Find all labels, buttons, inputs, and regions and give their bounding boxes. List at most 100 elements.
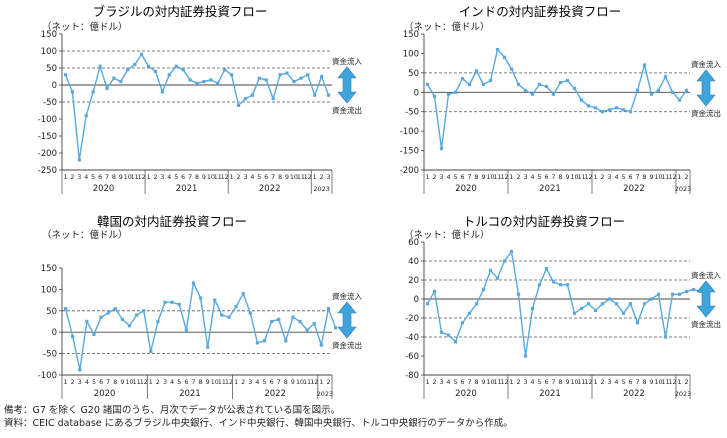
chart1-ylabel: （ネット：億ドル） bbox=[42, 21, 128, 33]
chart1-x-tick-label-19: 8 bbox=[195, 174, 199, 181]
chart1-y-tick-label-7: -200 bbox=[38, 149, 57, 159]
chart1-point-4 bbox=[91, 90, 95, 94]
chart3-x-tick-label-14: 3 bbox=[163, 379, 167, 386]
chart4-point-2 bbox=[439, 330, 444, 334]
chart2-x-tick-label-33: 10 bbox=[654, 174, 662, 181]
chart4-point-17 bbox=[544, 267, 549, 271]
chart1-point-5 bbox=[98, 64, 102, 68]
chart3-inflow-label: 資金流入 bbox=[332, 291, 362, 301]
chart3-x-tick-label-17: 6 bbox=[184, 379, 188, 386]
chart4-point-29 bbox=[628, 302, 633, 306]
chart2-point-15 bbox=[530, 92, 535, 96]
chart4-year-label-2: 2022 bbox=[623, 389, 645, 399]
chart2-point-24 bbox=[593, 106, 598, 110]
chart1-x-tick-label-34: 11 bbox=[297, 174, 305, 181]
chart3-x-tick-label-15: 4 bbox=[170, 379, 174, 386]
chart4-point-4 bbox=[453, 340, 458, 344]
chart3-x-tick-label-37: 2 bbox=[326, 379, 330, 386]
chart2-x-tick-label-24: 1 bbox=[593, 174, 597, 181]
chart3-x-tick-label-19: 8 bbox=[199, 379, 203, 386]
chart3-x-tick-label-16: 5 bbox=[177, 379, 181, 386]
chart4-x-tick-label-7: 8 bbox=[474, 379, 478, 386]
chart3-x-tick-label-5: 6 bbox=[99, 379, 103, 386]
chart3-x-tick-label-3: 4 bbox=[85, 379, 89, 386]
chart1-point-35 bbox=[306, 73, 310, 77]
chart2-x-tick-label-3: 4 bbox=[446, 174, 450, 181]
chart3-x-tick-label-21: 10 bbox=[211, 379, 219, 386]
chart3-flow-arrow-icon bbox=[337, 301, 357, 339]
chart4-point-13 bbox=[516, 292, 521, 296]
chart3-point-35 bbox=[312, 322, 316, 326]
chart1-outflow-label: 資金流出 bbox=[332, 105, 362, 115]
chart3-x-tick-label-25: 2 bbox=[241, 379, 245, 386]
chart4-point-1 bbox=[432, 289, 437, 293]
chart3-point-14 bbox=[163, 300, 167, 304]
chart1-x-tick-label-25: 2 bbox=[237, 174, 241, 181]
chart3-year-label-2: 2022 bbox=[264, 389, 286, 399]
chart1-point-14 bbox=[160, 90, 164, 94]
chart3-point-37 bbox=[326, 307, 331, 311]
chart2-x-tick-label-13: 2 bbox=[516, 174, 520, 181]
chart3-x-tick-label-10: 11 bbox=[133, 379, 141, 386]
chart2-point-30 bbox=[635, 88, 640, 92]
chart2-ylabel: （ネット：億ドル） bbox=[404, 21, 490, 33]
chart4-y-tick-label-0: 60 bbox=[408, 238, 419, 248]
chart3-x-tick-label-28: 5 bbox=[262, 379, 266, 386]
chart2-x-tick-label-21: 10 bbox=[570, 174, 578, 181]
chart2-x-tick-label-36: 1 bbox=[677, 174, 681, 181]
chart4-x-tick-label-6: 7 bbox=[467, 379, 471, 386]
chart2-point-19 bbox=[558, 80, 563, 85]
chart4-point-19 bbox=[558, 283, 563, 287]
chart4-point-23 bbox=[586, 302, 591, 306]
chart3-point-38 bbox=[333, 326, 338, 330]
chart1-point-17 bbox=[181, 68, 185, 72]
chart3-point-7 bbox=[113, 307, 117, 311]
chart4-y-tick-label-4: -20 bbox=[405, 314, 419, 324]
chart3-x-tick-label-23: 12 bbox=[225, 379, 233, 386]
chart1-title: ブラジルの対内証券投資フロー bbox=[93, 4, 268, 19]
chart3-x-tick-label-36: 1 bbox=[319, 379, 323, 386]
chart4-x-tick-label-36: 1 bbox=[677, 379, 681, 386]
chart4-x-tick-label-15: 4 bbox=[530, 379, 534, 386]
chart3-point-23 bbox=[227, 315, 231, 319]
chart3-point-32 bbox=[291, 315, 295, 319]
chart1-point-32 bbox=[285, 71, 289, 75]
chart1-point-38 bbox=[326, 93, 331, 97]
chart1-flow-arrow-icon bbox=[337, 66, 357, 104]
chart2-outflow-label: 資金流出 bbox=[691, 108, 721, 118]
chart2-point-23 bbox=[586, 104, 591, 108]
chart1-x-tick-label-18: 7 bbox=[188, 174, 192, 181]
chart4-point-11 bbox=[502, 259, 507, 263]
chart3-x-tick-label-0: 1 bbox=[64, 379, 68, 386]
chart1-x-tick-label-12: 1 bbox=[147, 174, 151, 181]
chart4-point-20 bbox=[565, 283, 570, 287]
chart3-point-36 bbox=[319, 343, 323, 347]
chart3-year-label-1: 2021 bbox=[179, 389, 201, 399]
chart4-point-28 bbox=[621, 311, 626, 315]
chart1-x-tick-label-21: 10 bbox=[207, 174, 215, 181]
chart2-point-5 bbox=[460, 77, 465, 81]
chart3-point-13 bbox=[156, 319, 160, 324]
chart2-point-1 bbox=[432, 94, 437, 98]
chart3-point-29 bbox=[270, 319, 274, 324]
chart1-x-tick-label-0: 1 bbox=[63, 174, 67, 181]
chart2-point-2 bbox=[439, 147, 444, 151]
chart1-point-22 bbox=[216, 81, 220, 85]
chart2-y-tick-label-7: -200 bbox=[400, 166, 419, 176]
chart4-y-tick-label-7: -80 bbox=[405, 371, 419, 381]
chart3-x-tick-label-29: 6 bbox=[270, 379, 274, 386]
chart3-x-tick-label-26: 3 bbox=[248, 379, 252, 386]
chart1-y-tick-label-1: 100 bbox=[41, 47, 57, 57]
chart1-x-tick-label-6: 7 bbox=[105, 174, 109, 181]
chart1-x-tick-label-35: 12 bbox=[304, 174, 312, 181]
chart4-x-tick-label-27: 4 bbox=[614, 379, 618, 386]
chart4-x-tick-label-17: 6 bbox=[544, 379, 548, 386]
chart2-point-10 bbox=[495, 47, 500, 52]
chart1-point-10 bbox=[133, 63, 137, 67]
chart2-y-tick-label-2: 50 bbox=[408, 69, 419, 79]
chart2-x-tick-label-14: 3 bbox=[523, 174, 527, 181]
chart1-y-tick-label-0: 150 bbox=[41, 30, 57, 40]
chart4-x-tick-label-31: 8 bbox=[642, 379, 646, 386]
chart2-point-6 bbox=[467, 82, 472, 87]
chart2-point-25 bbox=[600, 110, 605, 114]
